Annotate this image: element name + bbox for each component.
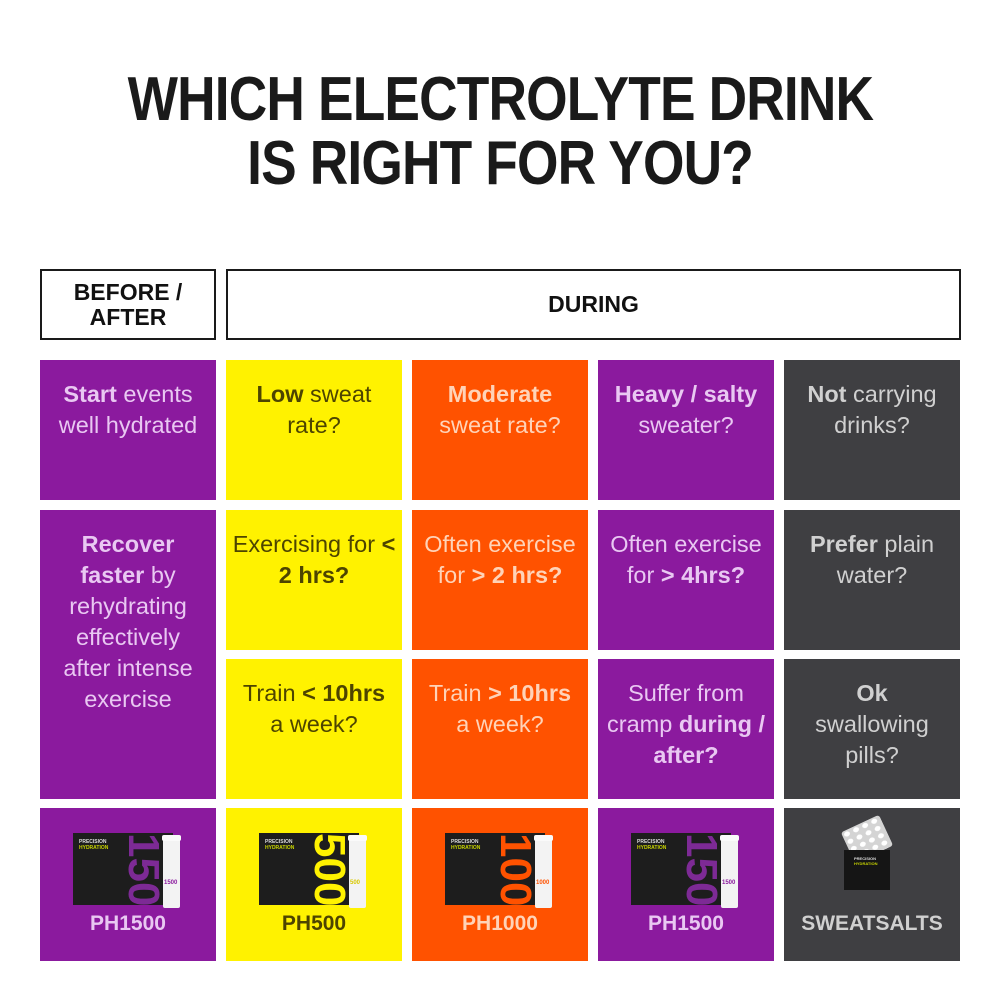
cell-bold: Heavy / salty (614, 381, 758, 407)
header-during: DURING (226, 269, 961, 340)
cell-text: plain water? (836, 531, 935, 588)
cell-text: sweater? (638, 412, 734, 438)
cell-cramp: Suffer from cramp during / after? (598, 659, 774, 799)
cell-over-10hrs: Train > 10hrs a week? (412, 659, 588, 799)
cell-bold: Moderate (447, 381, 553, 407)
product-box-image: PRECISION HYDRATION 1500 (631, 833, 731, 905)
cell-text: Often exercise for (610, 531, 762, 588)
tube-image: 1500 (162, 835, 181, 908)
product-ph500[interactable]: PRECISION HYDRATION 500 500 PH500 (226, 808, 402, 961)
cell-bold: Low (256, 381, 304, 407)
cell-bold: < 10hrs (302, 680, 386, 706)
product-ph1500-before-after[interactable]: PRECISION HYDRATION 1500 1500 PH1500 (40, 808, 216, 961)
product-name: PH1500 (90, 912, 166, 935)
product-sweatsalts[interactable]: PRECISION HYDRATION SWEATSALTS (784, 808, 960, 961)
cell-low-sweat: Low sweat rate? (226, 360, 402, 500)
cell-bold: during / after? (653, 711, 765, 768)
product-ph1000[interactable]: PRECISION HYDRATION 1000 1000 PH1000 (412, 808, 588, 961)
cell-under-2hrs: Exercising for < 2 hrs? (226, 510, 402, 650)
cell-bold: Not (807, 381, 847, 407)
cell-text: sweat rate? (287, 381, 372, 438)
product-name: PH1500 (648, 912, 724, 935)
cell-text: a week? (456, 711, 544, 737)
cell-text: Often exercise for (424, 531, 576, 588)
cell-moderate-sweat: Moderate sweat rate? (412, 360, 588, 500)
cell-bold: Start (63, 381, 117, 407)
cell-under-10hrs: Train < 10hrs a week? (226, 659, 402, 799)
product-box-image: PRECISION HYDRATION 1500 (73, 833, 173, 905)
product-ph1500-during[interactable]: PRECISION HYDRATION 1500 1500 PH1500 (598, 808, 774, 961)
cell-bold: > 10hrs (488, 680, 572, 706)
page-title: WHICH ELECTROLYTE DRINK IS RIGHT FOR YOU… (0, 68, 1000, 196)
cell-not-carrying: Not carrying drinks? (784, 360, 960, 500)
cell-text: Train (428, 680, 489, 706)
cell-start-hydrated: Start events well hydrated (40, 360, 216, 500)
product-name: PH500 (281, 912, 347, 935)
tube-image: 500 (348, 835, 367, 908)
header-before-after: BEFORE / AFTER (40, 269, 216, 340)
cell-over-4hrs: Often exercise for > 4hrs? (598, 510, 774, 650)
cell-heavy-sweat: Heavy / salty sweater? (598, 360, 774, 500)
cell-bold: Prefer (809, 531, 878, 557)
cell-text: Exercising for (232, 531, 382, 557)
title-line-1: WHICH ELECTROLYTE DRINK (127, 65, 873, 134)
cell-text: Train (242, 680, 303, 706)
cell-text: carrying drinks? (834, 381, 937, 438)
cell-recover-faster: Recover faster by rehydrating effectivel… (40, 510, 216, 799)
cell-text: sweat rate? (439, 412, 561, 438)
tube-image: 1500 (720, 835, 739, 908)
cell-bold: > 2 hrs? (471, 562, 563, 588)
product-box-image: PRECISION HYDRATION 500 (259, 833, 359, 905)
cell-bold: < 2 hrs? (278, 531, 396, 588)
title-line-2: IS RIGHT FOR YOU? (247, 129, 754, 198)
cell-bold: Recover faster (80, 531, 175, 588)
cell-prefer-water: Prefer plain water? (784, 510, 960, 650)
cell-text: events well hydrated (58, 381, 198, 438)
tube-image: 1000 (534, 835, 553, 908)
cell-bold: Ok (856, 680, 888, 706)
sweatsalts-pack-image: PRECISION HYDRATION (844, 850, 890, 890)
cell-text: by rehydrating effectively after intense… (63, 562, 193, 712)
cell-swallow-pills: Ok swallowing pills? (784, 659, 960, 799)
cell-over-2hrs: Often exercise for > 2 hrs? (412, 510, 588, 650)
cell-text: Suffer from cramp (607, 680, 744, 737)
cell-bold: > 4hrs? (660, 562, 746, 588)
product-name: SWEATSALTS (801, 912, 943, 935)
cell-text: swallowing pills? (815, 711, 929, 768)
product-box-image: PRECISION HYDRATION 1000 (445, 833, 545, 905)
product-name: PH1000 (462, 912, 538, 935)
cell-text: a week? (270, 711, 358, 737)
